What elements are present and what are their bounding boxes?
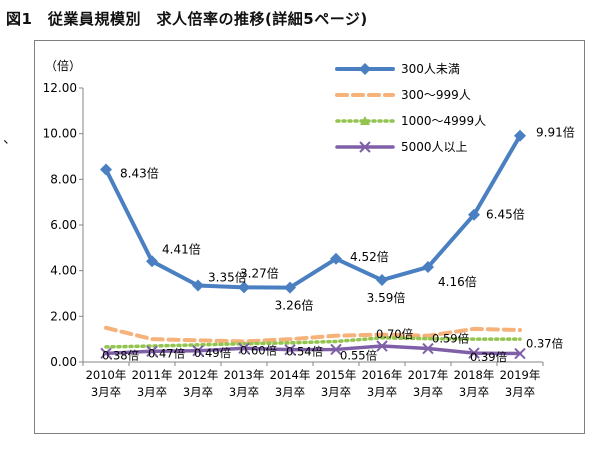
x-tick-label: 3月卒 [505,385,535,399]
y-tick-label: 10.00 [43,127,77,141]
data-point [359,141,371,153]
data-point [468,208,480,221]
data-point [146,255,158,268]
x-tick-label: 2012年 [178,368,219,382]
y-tick-label: 4.00 [50,264,77,278]
data-label: 0.47倍 [148,346,186,360]
legend-item: 5000人以上 [335,140,468,154]
data-point [422,261,434,274]
data-point [330,343,342,356]
x-tick-label: 3月卒 [459,385,489,399]
data-point [100,163,112,176]
x-tick-label: 3月卒 [91,385,121,399]
data-point [330,252,342,265]
x-tick-label: 3月卒 [229,385,259,399]
data-point [192,345,204,357]
series-line [104,336,522,349]
data-point [514,129,526,142]
data-label: 0.39倍 [470,350,508,364]
x-tick-label: 3月卒 [137,385,167,399]
x-tick-label: 2019年 [500,368,541,382]
data-label: 4.52倍 [350,249,389,264]
legend-item: 300～999人 [335,88,471,102]
data-label: 0.55倍 [340,348,378,362]
data-label: 6.45倍 [486,207,525,222]
y-axis-unit-label: （倍） [45,58,81,73]
data-label: 0.70倍 [376,327,414,341]
data-label: 4.41倍 [162,241,201,256]
legend-label: 300～999人 [401,88,471,102]
series-1 [104,325,522,344]
data-point [360,116,370,125]
x-tick-label: 2017年 [408,368,449,382]
series-2 [104,336,522,349]
stray-punctuation: 、 [3,131,17,147]
x-tick-label: 3月卒 [413,385,443,399]
series-line [104,133,522,290]
data-label: 3.27倍 [240,265,279,280]
data-point [192,279,204,292]
data-point [284,281,296,294]
legend-label: 5000人以上 [401,140,468,154]
data-label: 3.59倍 [367,290,406,305]
data-label: 9.91倍 [536,125,575,140]
legend-label: 300人未満 [401,62,460,76]
legend-label: 1000～4999人 [401,114,486,128]
legend-item: 1000～4999人 [335,114,486,128]
data-point [359,63,371,75]
data-label: 4.16倍 [438,274,477,289]
series-line [104,344,522,356]
series-line [104,325,522,344]
data-label: 8.43倍 [120,166,159,181]
x-tick-label: 2013年 [224,368,265,382]
series-layer [100,129,526,360]
data-label: 0.38倍 [102,348,140,362]
x-tick-label: 2016年 [362,368,403,382]
axis-layer: 0.00 2.00 4.00 6.00 8.00 10.00 12.00 （倍） 2010年 3月… [43,58,544,399]
data-label: 3.26倍 [275,298,314,313]
data-label: 0.49倍 [194,346,232,360]
y-tick-label: 12.00 [43,81,77,95]
x-tick-label: 3月卒 [183,385,213,399]
series-3 [100,340,526,360]
line-chart: 0.00 2.00 4.00 6.00 8.00 10.00 12.00 （倍） 2010年 3月… [43,58,575,399]
chart-frame: 0.00 2.00 4.00 6.00 8.00 10.00 12.00 （倍） 2010年 3月… [34,40,585,434]
data-point [238,281,250,294]
series-0 [100,129,526,294]
x-tick-label: 2014年 [270,368,311,382]
data-label: 0.60倍 [240,343,278,357]
legend-item: 300人未満 [335,62,460,76]
x-tick-label: 3月卒 [321,385,351,399]
chart-title: 図1 従業員規模別 求人倍率の推移(詳細5ページ) [6,10,368,28]
data-label: 3.35倍 [208,270,247,285]
y-tick-label: 2.00 [50,309,77,323]
data-point [422,342,434,355]
cropped-footer [0,452,600,463]
x-tick-label: 2018年 [454,368,495,382]
x-tick-label: 2015年 [316,368,357,382]
data-point [376,340,388,352]
data-point [468,347,480,359]
x-tick-label: 2010年 [86,368,127,382]
x-tick-label: 2011年 [132,368,173,382]
x-tick-label: 3月卒 [367,385,397,399]
data-label: 0.54倍 [286,345,324,359]
data-label: 0.59倍 [432,332,470,346]
data-point [146,345,158,357]
data-point [284,343,296,356]
data-point [238,342,250,355]
data-label: 0.37倍 [526,337,564,351]
y-tick-label: 8.00 [50,172,77,186]
y-tick-label: 0.00 [50,355,77,369]
x-tick-label: 3月卒 [275,385,305,399]
data-point [100,347,112,360]
legend: 300人未満 300～999人 1000～4999人 5000人以上 [335,62,486,154]
data-point [514,347,526,360]
y-tick-label: 6.00 [50,218,77,232]
data-point [376,274,388,287]
